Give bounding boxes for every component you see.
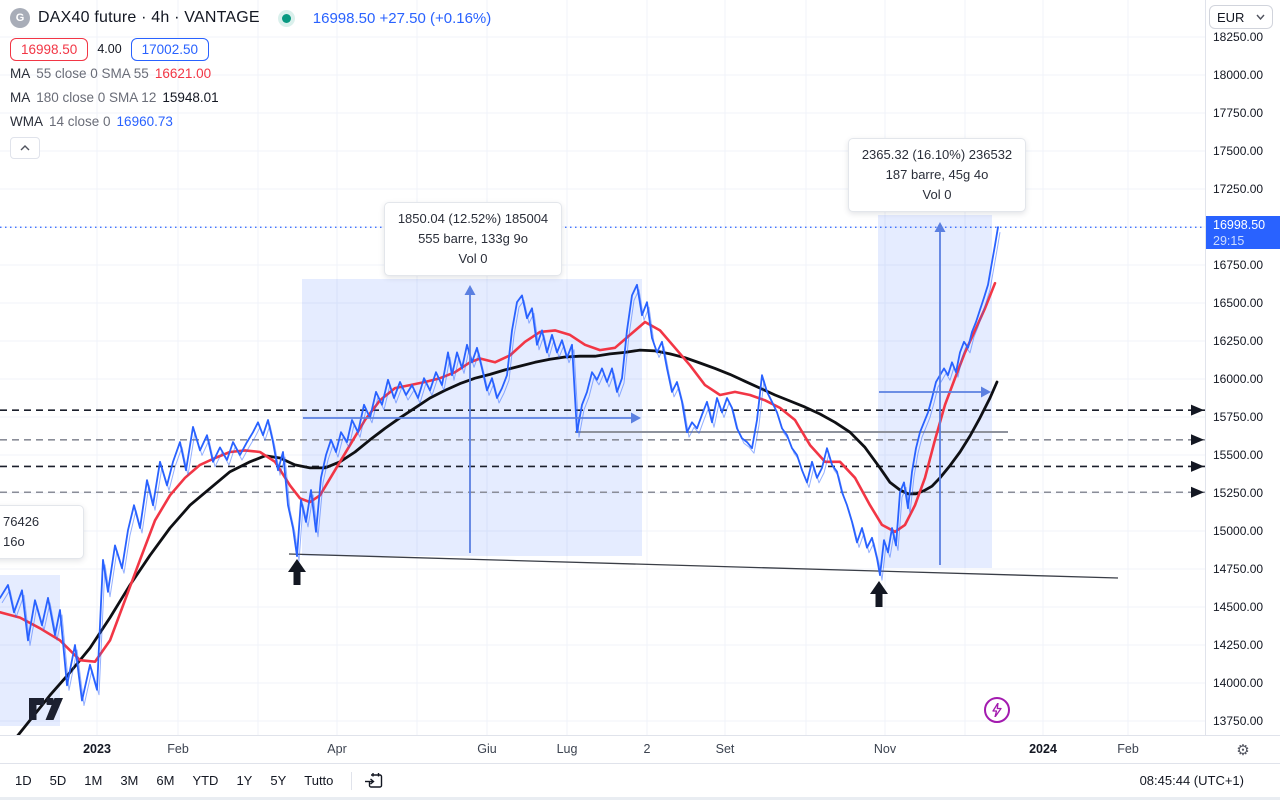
- measure-tooltip-left-clipped: 76426 16o: [0, 505, 84, 559]
- currency-dropdown[interactable]: EUR: [1209, 5, 1273, 29]
- range-6m[interactable]: 6M: [156, 773, 175, 788]
- indicator-row-ma180[interactable]: MA 180 close 0 SMA 12 15948.01: [10, 89, 219, 105]
- level-arrow-icon: [1191, 434, 1204, 446]
- bar-countdown: 29:15: [1213, 234, 1245, 248]
- range-1m[interactable]: 1M: [84, 773, 103, 788]
- level-arrow-icon: [1191, 486, 1204, 498]
- price-axis-label: 16000.00: [1213, 372, 1264, 386]
- time-axis-label: Set: [715, 742, 735, 756]
- quote-change-text: 16998.50 +27.50 (+0.16%): [312, 9, 492, 27]
- price-axis-label: 18250.00: [1213, 30, 1264, 44]
- price-chart[interactable]: [0, 0, 1205, 735]
- time-axis-label: Feb: [1117, 742, 1139, 756]
- level-arrow-icon: [1191, 404, 1204, 416]
- price-axis-label: 13750.00: [1213, 714, 1264, 728]
- indicator-row-ma55[interactable]: MA 55 close 0 SMA 55 16621.00: [10, 65, 212, 81]
- tradingview-logo[interactable]: [28, 696, 64, 722]
- level-arrow-icon: [1191, 460, 1204, 472]
- bolt-glyph: [992, 703, 1002, 717]
- trend-line[interactable]: [288, 553, 1119, 579]
- measure-arrowhead-up: [464, 285, 476, 295]
- time-axis-label: Nov: [873, 742, 897, 756]
- time-axis-label: 2023: [83, 742, 111, 756]
- measure-tooltip-2: 2365.32 (16.10%) 236532 187 barre, 45g 4…: [848, 138, 1026, 212]
- price-axis[interactable]: EUR 18250.00 18000.00 17750.00 17500.00 1725…: [1205, 0, 1280, 735]
- price-axis-label: 15250.00: [1213, 486, 1264, 500]
- price-axis-label: 16500.00: [1213, 296, 1264, 310]
- lightning-icon[interactable]: [984, 697, 1010, 723]
- time-axis-label: Apr: [327, 742, 347, 756]
- chevron-up-icon: [20, 145, 30, 151]
- toolbar-divider: [351, 771, 353, 790]
- price-axis-label: 14500.00: [1213, 600, 1264, 614]
- price-axis-label: 15000.00: [1213, 524, 1264, 538]
- price-axis-label: 15500.00: [1213, 448, 1264, 462]
- price-axis-label: 15750.00: [1213, 410, 1264, 424]
- price-axis-label: 17250.00: [1213, 182, 1264, 196]
- measure-tooltip-1: 1850.04 (12.52%) 185004 555 barre, 133g …: [384, 202, 562, 276]
- chart-legend: G DAX40 future · 4h · VANTAGE 16998.50 +…: [10, 6, 491, 159]
- last-price-label: 16998.50 29:15: [1206, 216, 1280, 249]
- server-clock[interactable]: 08:45:44 (UTC+1): [1139, 773, 1244, 788]
- window-bottom-strip: [0, 797, 1280, 800]
- price-axis-label: 18000.00: [1213, 68, 1264, 82]
- price-axis-label: 14750.00: [1213, 562, 1264, 576]
- range-1d[interactable]: 1D: [15, 773, 32, 788]
- time-axis-label: Giu: [477, 742, 497, 756]
- range-5d[interactable]: 5D: [49, 773, 67, 788]
- indicator-row-wma14[interactable]: WMA 14 close 0 16960.73: [10, 113, 173, 129]
- time-axis-label: Lug: [556, 742, 578, 756]
- chevron-down-icon: [1256, 14, 1265, 20]
- price-axis-label: 16750.00: [1213, 258, 1264, 272]
- market-open-dot-icon: [281, 13, 291, 23]
- up-arrow-marker[interactable]: [288, 559, 306, 585]
- price-close-line[interactable]: [0, 226, 999, 702]
- price-axis-label: 17500.00: [1213, 144, 1264, 158]
- axis-settings-gear-icon[interactable]: ⚙: [1236, 742, 1250, 759]
- time-axis-label: Feb: [167, 742, 189, 756]
- buy-button[interactable]: 17002.50: [130, 37, 209, 61]
- range-all[interactable]: Tutto: [304, 773, 334, 788]
- range-3m[interactable]: 3M: [120, 773, 139, 788]
- symbol-title[interactable]: DAX40 future · 4h · VANTAGE: [38, 9, 260, 26]
- sell-button[interactable]: 16998.50: [10, 37, 89, 61]
- spread-value: 4.00: [97, 42, 122, 56]
- measure-arrowhead-right: [981, 386, 991, 398]
- sma-55-line[interactable]: [0, 281, 997, 664]
- symbol-logo[interactable]: G: [10, 8, 30, 28]
- range-ytd[interactable]: YTD: [192, 773, 219, 788]
- measure-arrowhead-right: [631, 412, 641, 424]
- measure-arrowhead-up: [934, 222, 946, 232]
- time-axis[interactable]: 2023 Feb Apr Giu Lug 2 Set Nov 2024 Feb ⚙: [0, 735, 1280, 763]
- price-axis-label: 16250.00: [1213, 334, 1264, 348]
- range-1y[interactable]: 1Y: [236, 773, 253, 788]
- legend-collapse-button[interactable]: [10, 137, 40, 159]
- time-axis-label: 2024: [1029, 742, 1057, 756]
- go-to-date-calendar-icon[interactable]: [361, 769, 387, 793]
- up-arrow-marker[interactable]: [870, 581, 888, 607]
- bottom-toolbar: 1D 5D 1M 3M 6M YTD 1Y 5Y Tutto 08:45:44 …: [0, 763, 1280, 797]
- price-axis-label: 14250.00: [1213, 638, 1264, 652]
- range-5y[interactable]: 5Y: [270, 773, 287, 788]
- time-axis-label: 2: [643, 742, 651, 756]
- price-axis-label: 14000.00: [1213, 676, 1264, 690]
- price-axis-label: 17750.00: [1213, 106, 1264, 120]
